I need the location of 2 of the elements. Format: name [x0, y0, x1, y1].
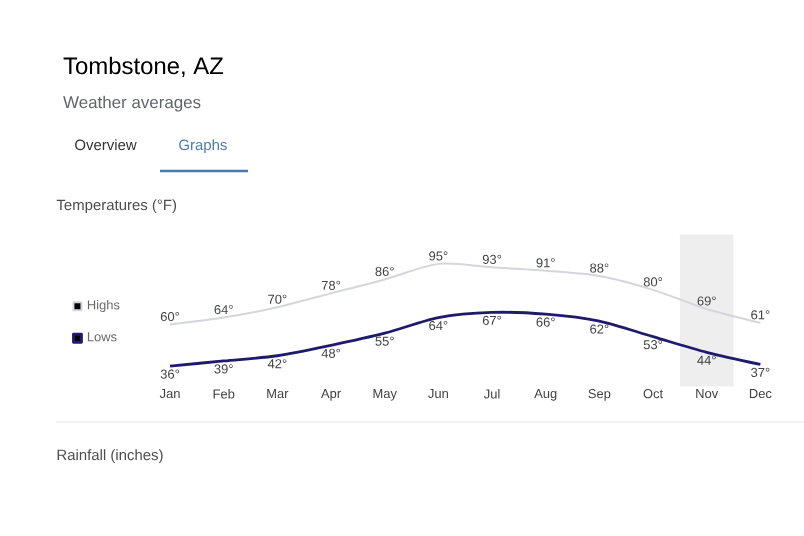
chart-subtitle: Weather averages	[63, 95, 201, 112]
chart-title: Tombstone, AZ	[63, 56, 224, 78]
